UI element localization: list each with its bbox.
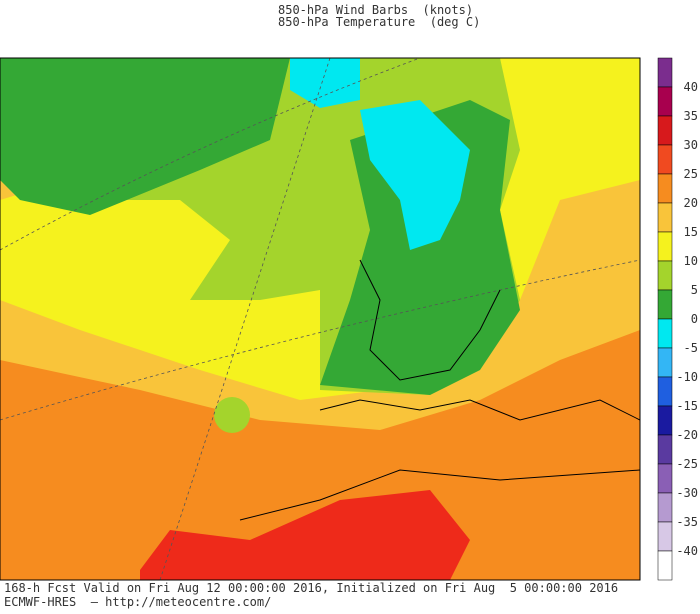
region xyxy=(0,58,290,215)
colorbar-segment xyxy=(657,144,673,175)
colorbar-label: -5 xyxy=(684,341,698,355)
colorbar: 40 35 30 25 20 15 10 5 0 -5 -10 -15 -20 -25 -30 -35 -40 xyxy=(657,57,698,581)
region xyxy=(320,100,520,395)
map-frame xyxy=(0,57,641,581)
colorbar-label: 25 xyxy=(684,167,698,181)
colorbar-label: 40 xyxy=(684,80,698,94)
region xyxy=(140,490,470,580)
colorbar-segment xyxy=(657,289,673,320)
colorbar-label: -30 xyxy=(676,486,698,500)
footer-line: 168-h Fcst Valid on Fri Aug 12 00:00:00 … xyxy=(4,581,618,595)
colorbar-label: 5 xyxy=(691,283,698,297)
colorbar-segment xyxy=(657,173,673,204)
colorbar-segment xyxy=(657,376,673,407)
colorbar-segment xyxy=(657,318,673,349)
colorbar-segment xyxy=(657,550,673,581)
colorbar-segment xyxy=(657,202,673,233)
colorbar-label: -40 xyxy=(676,544,698,558)
colorbar-label: 30 xyxy=(684,138,698,152)
colorbar-label: 20 xyxy=(684,196,698,210)
colorbar-label: 0 xyxy=(691,312,698,326)
colorbar-label: 10 xyxy=(684,254,698,268)
region xyxy=(360,100,470,250)
region xyxy=(214,397,250,433)
colorbar-label: -10 xyxy=(676,370,698,384)
colorbar-segment xyxy=(657,347,673,378)
colorbar-label: -35 xyxy=(676,515,698,529)
map xyxy=(0,57,641,581)
colorbar-segment xyxy=(657,521,673,552)
region xyxy=(290,58,360,108)
colorbar-segment xyxy=(657,115,673,146)
colorbar-label: -25 xyxy=(676,457,698,471)
colorbar-label: 15 xyxy=(684,225,698,239)
colorbar-label: -15 xyxy=(676,399,698,413)
colorbar-segment xyxy=(657,405,673,436)
colorbar-segment xyxy=(657,57,673,88)
colorbar-label: -20 xyxy=(676,428,698,442)
colorbar-segment xyxy=(657,86,673,117)
footer-line: ECMWF-HRES — http://meteocentre.com/ xyxy=(4,595,271,609)
colorbar-label: 35 xyxy=(684,109,698,123)
header-line: 850-hPa Temperature (deg C) xyxy=(278,15,480,29)
colorbar-segment xyxy=(657,463,673,494)
colorbar-segment xyxy=(657,434,673,465)
colorbar-segment xyxy=(657,260,673,291)
colorbar-segment xyxy=(657,231,673,262)
header-line: 850-hPa Wind Barbs (knots) xyxy=(278,3,473,17)
colorbar-segment xyxy=(657,492,673,523)
